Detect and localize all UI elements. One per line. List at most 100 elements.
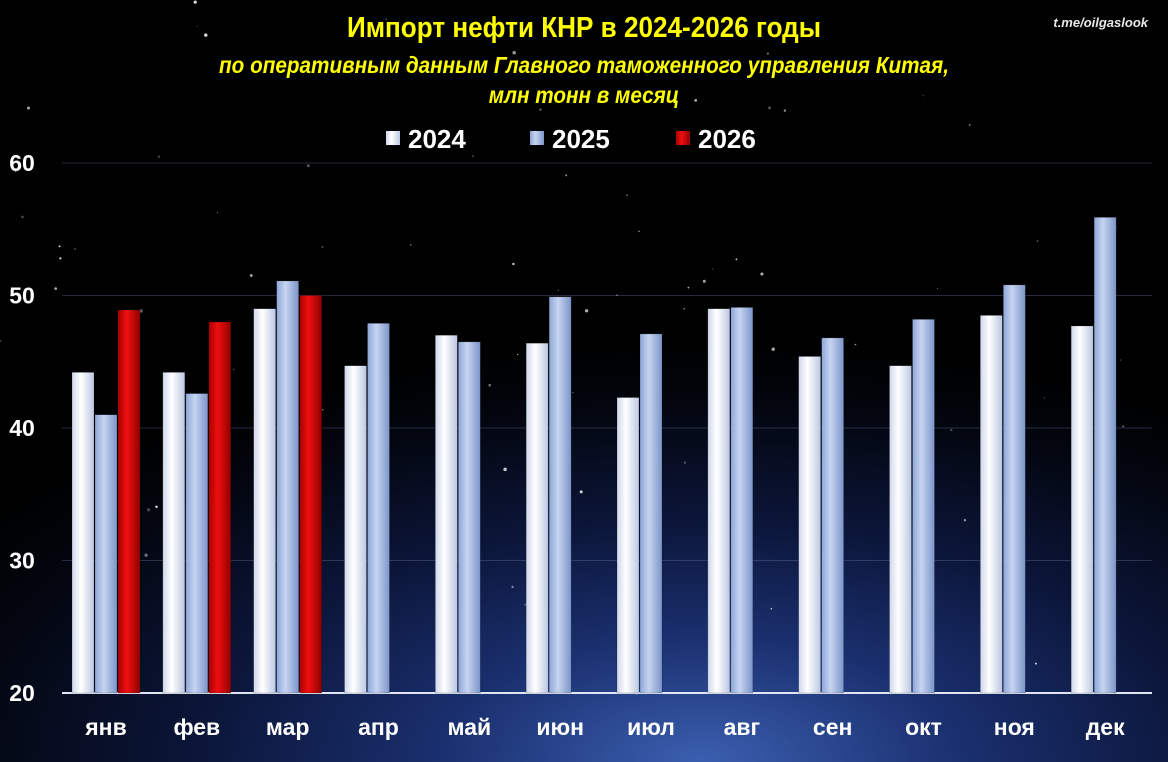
bar-2024-авг (707, 308, 731, 694)
star (249, 274, 253, 277)
star (735, 258, 738, 261)
y-tick-label: 40 (9, 415, 35, 441)
star (1036, 240, 1039, 242)
bar-2024-дек (1070, 325, 1094, 694)
y-axis: 20 30 40 50 60 (9, 150, 35, 706)
star (771, 347, 775, 351)
star (512, 51, 516, 55)
x-category-label: сен (813, 714, 852, 740)
star (517, 353, 519, 356)
star (139, 309, 143, 313)
star (157, 155, 160, 158)
star (322, 409, 324, 411)
x-category-label: июл (627, 714, 675, 740)
bar-2024-сен (798, 356, 821, 694)
star (217, 212, 219, 214)
star (950, 428, 953, 432)
star (576, 35, 578, 38)
star (760, 272, 764, 276)
star (503, 467, 507, 472)
bar-2024-окт (889, 365, 912, 694)
legend-swatch-2024 (386, 131, 400, 145)
bar-2025-июн (548, 296, 572, 694)
chart-title: Импорт нефти КНР в 2024-2026 годы (346, 12, 822, 44)
bar-2024-янв (71, 372, 95, 694)
star (146, 508, 151, 512)
star (471, 155, 474, 158)
star (616, 294, 618, 296)
bar-2025-мар (276, 280, 299, 694)
star (15, 171, 17, 173)
legend-swatch-2026 (676, 131, 690, 145)
bar-2025-дек (1093, 217, 1117, 694)
legend-swatch-2025 (530, 131, 544, 145)
bar-2025-авг (730, 307, 754, 694)
bar-2024-апр (344, 365, 367, 694)
star (539, 108, 542, 111)
star (74, 248, 76, 250)
star (511, 585, 514, 588)
bar-2024-мар (253, 308, 276, 694)
star (584, 309, 589, 313)
x-category-label: мар (266, 714, 310, 740)
x-category-label: апр (358, 714, 399, 740)
source-link[interactable]: t.me/oilgaslook (1053, 15, 1148, 30)
star (54, 287, 58, 290)
bar-2024-июл (616, 397, 640, 694)
star (783, 109, 787, 112)
star (702, 279, 706, 283)
star (687, 286, 690, 289)
legend-label-2025: 2025 (552, 124, 610, 154)
star (565, 174, 568, 177)
star (193, 0, 197, 4)
gridlines (62, 162, 1152, 694)
bar-2025-сен (821, 337, 844, 694)
x-category-label: янв (84, 714, 126, 740)
star (963, 519, 967, 522)
x-category-label: дек (1086, 714, 1125, 740)
bar-2025-апр (367, 323, 390, 694)
star (27, 106, 30, 110)
star (204, 33, 208, 37)
star (1043, 397, 1046, 399)
y-tick-label: 50 (9, 283, 35, 309)
star (683, 308, 685, 310)
star (768, 106, 771, 110)
star (410, 244, 412, 246)
bar-2026-фев (208, 321, 232, 694)
x-category-label: фев (173, 714, 220, 740)
x-category-label: ноя (994, 714, 1035, 740)
legend-label-2024: 2024 (408, 124, 466, 154)
star (922, 94, 925, 97)
star (723, 68, 725, 71)
star (488, 383, 492, 387)
star (683, 461, 687, 464)
star (385, 18, 387, 20)
bar-2025-май (458, 341, 481, 694)
chart-unit: млн тонн в месяц (488, 82, 680, 108)
star (854, 343, 857, 346)
y-tick-label: 20 (9, 680, 35, 706)
star (196, 25, 198, 27)
star (626, 194, 628, 197)
star (321, 245, 324, 248)
star (727, 59, 730, 62)
star (579, 490, 583, 494)
bar-2024-ноя (980, 315, 1003, 694)
star (766, 52, 770, 55)
star (694, 99, 698, 102)
bar-2025-фев (185, 393, 209, 694)
star (512, 262, 515, 266)
y-tick-label: 30 (9, 548, 35, 574)
star (770, 607, 773, 610)
bar-2024-май (435, 335, 458, 694)
star (232, 368, 235, 371)
star (936, 287, 939, 290)
x-category-label: май (448, 714, 492, 740)
star (968, 123, 971, 126)
bar-2026-янв (117, 309, 141, 694)
star (646, 15, 649, 18)
star (1122, 425, 1125, 428)
star (144, 553, 148, 557)
